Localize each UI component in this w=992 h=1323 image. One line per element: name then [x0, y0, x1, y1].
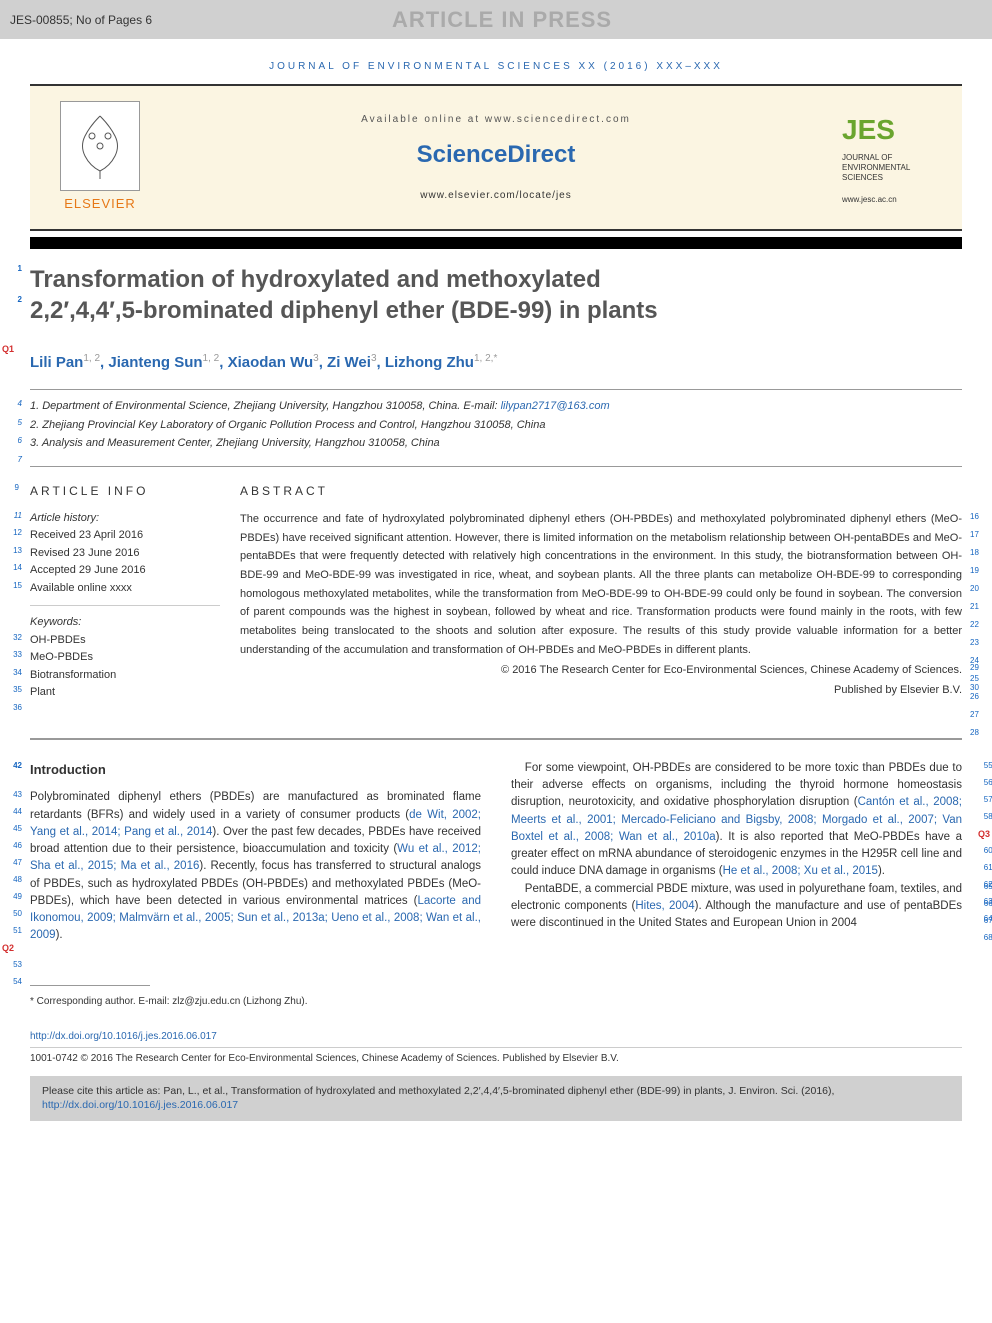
intro-paragraph-2: 55 56 57 58 Q3 60 61 62 63 64 For some v…	[511, 760, 962, 881]
jes-abbr: JES	[842, 109, 942, 151]
intro-paragraph-1: 43 44 45 46 47 48 49 50 51 Q2 53 54 Poly…	[30, 789, 481, 944]
journal-reference: JOURNAL OF ENVIRONMENTAL SCIENCES XX (20…	[30, 39, 962, 84]
jes-logo: JES JOURNAL OFENVIRONMENTALSCIENCES www.…	[842, 109, 942, 206]
elsevier-logo: ELSEVIER	[50, 101, 150, 214]
citation-box: Please cite this article as: Pan, L., et…	[30, 1076, 962, 1121]
jes-url[interactable]: www.jesc.ac.cn	[842, 194, 942, 206]
line-number: 1	[2, 264, 22, 274]
body-two-column: 42 Introduction 43 44 45 46 47 48 49 50 …	[30, 739, 962, 945]
article-info-heading: 9 ARTICLE INFO	[30, 482, 220, 500]
elsevier-text: ELSEVIER	[50, 194, 150, 214]
authors-list: Q1 Lili Pan1, 2, Jianteng Sun1, 2, Xiaod…	[30, 341, 962, 390]
query-mark-q1: Q1	[2, 343, 14, 357]
article-id: JES-00855; No of Pages 6	[10, 11, 152, 29]
doi-link[interactable]: http://dx.doi.org/10.1016/j.jes.2016.06.…	[30, 1029, 962, 1047]
publisher-header: ELSEVIER Available online at www.science…	[30, 84, 962, 231]
issn-copyright: 1001-0742 © 2016 The Research Center for…	[30, 1047, 962, 1076]
abstract-heading: ABSTRACT	[240, 482, 962, 500]
jes-fullname: JOURNAL OFENVIRONMENTALSCIENCES	[842, 153, 942, 184]
article-title-block: 1 Transformation of hydroxylated and met…	[30, 249, 962, 341]
cite-doi-link[interactable]: http://dx.doi.org/10.1016/j.jes.2016.06.…	[42, 1099, 238, 1111]
introduction-heading: 42 Introduction	[30, 760, 481, 780]
available-online-text: Available online at www.sciencedirect.co…	[150, 112, 842, 127]
sciencedirect-logo[interactable]: ScienceDirect	[150, 137, 842, 173]
line-number: 2	[2, 295, 22, 305]
corresponding-author-footnote: * Corresponding author. E-mail: zlz@zju.…	[30, 986, 962, 1029]
title-line-2: 2,2′,4,4′,5-brominated diphenyl ether (B…	[30, 297, 658, 324]
left-column: 42 Introduction 43 44 45 46 47 48 49 50 …	[30, 760, 481, 945]
locate-link[interactable]: www.elsevier.com/locate/jes	[150, 188, 842, 203]
citation-link[interactable]: He et al., 2008; Xu et al., 2015	[723, 865, 878, 877]
abstract-text: The occurrence and fate of hydroxylated …	[240, 510, 962, 660]
elsevier-tree-icon	[60, 101, 140, 191]
title-line-1: Transformation of hydroxylated and metho…	[30, 266, 601, 293]
article-in-press-label: ARTICLE IN PRESS	[392, 3, 612, 36]
right-column: 55 56 57 58 Q3 60 61 62 63 64 For some v…	[511, 760, 962, 945]
article-info-column: 9 ARTICLE INFO 11Article history: 12Rece…	[30, 482, 240, 718]
press-banner: JES-00855; No of Pages 6 ARTICLE IN PRES…	[0, 0, 992, 39]
citation-link[interactable]: Hites, 2004	[635, 900, 694, 912]
abstract-column: ABSTRACT The occurrence and fate of hydr…	[240, 482, 962, 718]
author-email[interactable]: lilypan2717@163.com	[501, 400, 610, 412]
intro-paragraph-3: 65 66 67 68 PentaBDE, a commercial PBDE …	[511, 881, 962, 933]
info-abstract-row: 9 ARTICLE INFO 11Article history: 12Rece…	[30, 467, 962, 739]
query-mark-q3: Q3	[964, 828, 990, 842]
divider-bar	[30, 237, 962, 249]
query-mark-q2: Q2	[2, 942, 14, 956]
affiliations: 41. Department of Environmental Science,…	[30, 389, 962, 467]
